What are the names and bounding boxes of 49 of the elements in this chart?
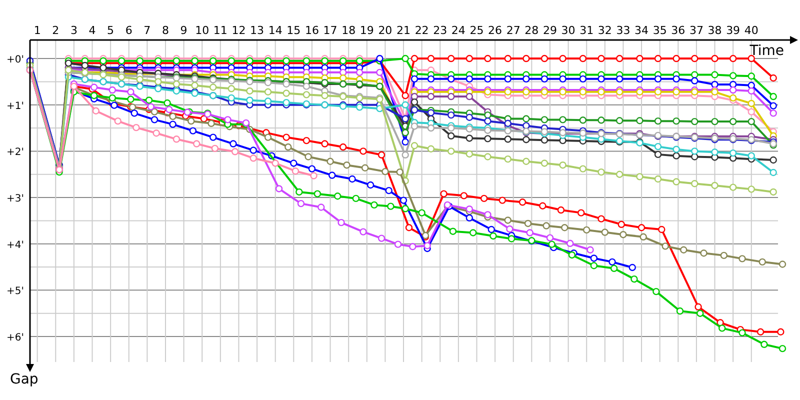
x-tick-label: 3 — [70, 24, 78, 37]
x-tick-label: 22 — [414, 24, 429, 37]
x-axis-title: Time — [748, 43, 784, 60]
x-tick-label: 13 — [250, 24, 264, 37]
x-tick-label: 30 — [561, 24, 576, 37]
x-tick-label: 9 — [180, 24, 188, 37]
x-tick-label: 35 — [652, 24, 667, 37]
x-tick-label: 1 — [34, 24, 41, 37]
x-tick-label: 36 — [671, 24, 686, 37]
x-tick-label: 32 — [598, 24, 612, 37]
y-tick-label: +5' — [6, 286, 24, 298]
y-tick-label: +6' — [6, 332, 24, 344]
x-tick-label: 10 — [195, 24, 210, 37]
x-tick-label: 29 — [542, 24, 557, 37]
x-tick-label: 17 — [323, 24, 338, 37]
x-tick-label: 39 — [726, 24, 740, 37]
x-tick-label: 19 — [360, 24, 374, 37]
x-tick-label: 6 — [125, 24, 132, 37]
y-tick-label: +0' — [6, 54, 24, 66]
x-tick-label: 38 — [708, 24, 722, 37]
x-tick-label: 8 — [162, 24, 169, 37]
x-tick-label: 37 — [689, 24, 704, 37]
x-tick-label: 34 — [634, 24, 649, 37]
x-tick-label: 31 — [580, 24, 594, 37]
x-tick-label: 11 — [213, 24, 228, 37]
x-tick-label: 16 — [304, 24, 319, 37]
x-tick-label: 14 — [268, 24, 282, 37]
x-tick-label: 25 — [470, 24, 484, 37]
x-tick-label: 26 — [488, 24, 502, 37]
x-tick-label: 21 — [396, 24, 411, 37]
y-tick-label: +2' — [6, 147, 24, 158]
x-tick-label: 5 — [107, 24, 114, 37]
x-tick-label: 18 — [342, 24, 356, 37]
x-tick-label: 7 — [144, 24, 151, 37]
x-tick-label: 2 — [52, 24, 60, 37]
x-tick-label: 23 — [433, 24, 448, 37]
x-tick-label: 15 — [286, 24, 301, 37]
x-tick-label: 33 — [616, 24, 630, 37]
x-tick-label: 27 — [506, 24, 520, 37]
x-tick-label: 24 — [451, 24, 466, 37]
y-tick-label: +1' — [6, 100, 24, 112]
y-axis-title: Gap — [10, 372, 38, 388]
y-tick-label: +3' — [6, 194, 24, 205]
x-tick-label: 28 — [524, 24, 539, 37]
x-tick-label: 4 — [88, 24, 96, 37]
x-tick-label: 20 — [378, 24, 392, 37]
x-tick-label: 40 — [744, 24, 758, 37]
y-tick-label: +4' — [6, 240, 24, 251]
x-tick-label: 12 — [232, 24, 246, 37]
